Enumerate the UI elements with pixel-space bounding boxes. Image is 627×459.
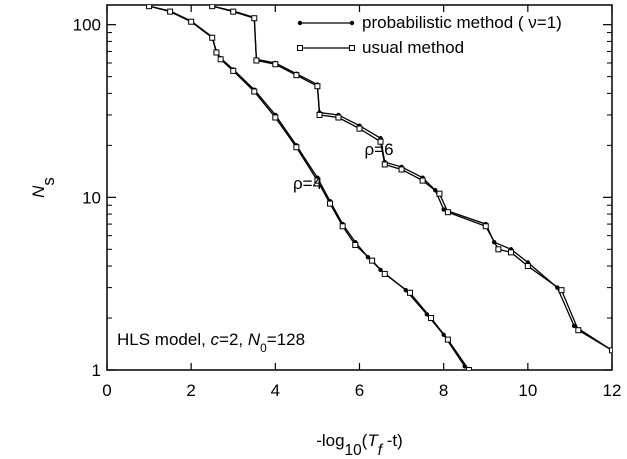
curve-label: ρ=4 (293, 174, 322, 193)
series-line (212, 5, 612, 351)
x-tick-label: 4 (271, 381, 280, 400)
marker (465, 367, 472, 370)
y-tick-label: 100 (73, 16, 101, 35)
marker (508, 249, 514, 256)
marker (349, 20, 355, 26)
marker (428, 315, 435, 322)
marker (188, 18, 195, 25)
marker (146, 5, 153, 10)
marker (356, 125, 363, 132)
curve-label: ρ=6 (365, 140, 394, 159)
x-tick-label: 2 (186, 381, 195, 400)
marker (369, 257, 376, 264)
marker (609, 347, 612, 354)
label-part: -t) (382, 431, 403, 450)
marker (398, 166, 405, 173)
label-part: ( (362, 431, 368, 450)
marker (419, 177, 426, 184)
marker (444, 209, 451, 216)
marker (314, 177, 321, 184)
marker (209, 5, 216, 10)
label-part: =2, (219, 330, 248, 349)
x-tick-label: 10 (518, 381, 537, 400)
marker (327, 200, 334, 207)
marker (297, 20, 303, 26)
marker (339, 223, 346, 230)
series-line (212, 5, 612, 351)
label-part: =128 (267, 330, 305, 349)
annotation: HLS model, c=2, N0=128 (117, 330, 305, 355)
label-part: s (39, 177, 58, 185)
marker (575, 327, 582, 334)
label-part: T (367, 431, 379, 450)
y-tick-label: 1 (92, 361, 101, 380)
marker (272, 114, 279, 121)
marker (441, 207, 446, 212)
marker (436, 190, 443, 197)
marker (251, 88, 258, 95)
label-part: 0 (260, 341, 267, 355)
marker (209, 34, 216, 41)
marker (335, 114, 342, 121)
label-part: N (29, 185, 48, 198)
marker (230, 67, 237, 74)
label-part: N (248, 330, 261, 349)
label-part: f (378, 442, 384, 459)
marker (349, 45, 355, 51)
marker (293, 144, 300, 151)
x-tick-label: 6 (355, 381, 364, 400)
marker (230, 8, 237, 15)
label-part: -log (316, 431, 344, 450)
x-tick-label: 0 (102, 381, 111, 400)
legend-label: usual method (362, 38, 464, 57)
marker (251, 15, 258, 22)
x-tick-label: 12 (603, 381, 622, 400)
marker (381, 161, 388, 168)
y-tick-label: 10 (82, 188, 101, 207)
marker (297, 45, 303, 51)
label-part: 10 (345, 442, 362, 459)
marker (352, 241, 359, 248)
plot-frame (106, 4, 613, 371)
marker (407, 289, 413, 296)
x-axis-title: -log10(Tf -t) (316, 431, 403, 459)
marker (495, 246, 502, 253)
marker (381, 270, 388, 277)
marker (293, 72, 300, 79)
marker (253, 57, 260, 64)
label-part: HLS model, (117, 330, 211, 349)
label-part: c (211, 330, 220, 349)
marker (524, 263, 531, 270)
marker (314, 83, 321, 90)
y-axis-title: Ns (29, 177, 58, 198)
marker (213, 49, 220, 56)
marker (482, 223, 489, 230)
marker (558, 287, 565, 294)
marker (444, 336, 451, 343)
marker (377, 138, 384, 145)
marker (272, 61, 279, 68)
marker (217, 56, 224, 63)
marker (571, 323, 577, 329)
legend-label: probabilistic method ( ν=1) (362, 13, 562, 32)
x-tick-label: 8 (439, 381, 448, 400)
marker (316, 111, 323, 118)
marker (424, 312, 430, 317)
plot-area (146, 5, 612, 370)
marker (167, 8, 174, 15)
